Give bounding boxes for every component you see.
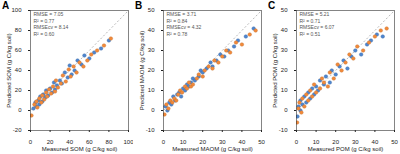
svg-text:Measured POM (g C/kg soil): Measured POM (g C/kg soil) <box>308 146 384 152</box>
svg-text:Measured SOM (g C/kg soil): Measured SOM (g C/kg soil) <box>42 146 118 152</box>
svg-text:100: 100 <box>11 7 22 13</box>
svg-text:60: 60 <box>86 139 93 145</box>
svg-text:40: 40 <box>239 139 246 145</box>
svg-text:10: 10 <box>180 139 187 145</box>
svg-text:60: 60 <box>15 47 22 53</box>
svg-text:R² = 0.84: R² = 0.84 <box>167 18 188 24</box>
svg-text:Predicted MAOM (g C/kg soil): Predicted MAOM (g C/kg soil) <box>139 31 145 110</box>
svg-text:30: 30 <box>148 47 155 53</box>
html-text:A: A <box>2 0 10 11</box>
svg-text:-20: -20 <box>13 127 22 133</box>
svg-text:50: 50 <box>258 139 265 145</box>
svg-text:20: 20 <box>15 87 22 93</box>
svg-text:50: 50 <box>281 7 288 13</box>
svg-text:20: 20 <box>148 67 155 73</box>
svg-text:40: 40 <box>15 67 22 73</box>
svg-text:10: 10 <box>148 87 155 93</box>
svg-text:RMSEcv = 8.14: RMSEcv = 8.14 <box>34 24 69 30</box>
svg-text:0: 0 <box>284 107 288 113</box>
svg-text:40: 40 <box>148 27 155 33</box>
svg-text:0: 0 <box>29 139 33 145</box>
svg-text:0: 0 <box>162 139 166 145</box>
svg-text:Predicted SOM (g C/kg soil): Predicted SOM (g C/kg soil) <box>6 33 12 107</box>
svg-text:80: 80 <box>15 27 22 33</box>
svg-text:RMSEcv = 6.07: RMSEcv = 6.07 <box>300 24 335 30</box>
html-text:B: B <box>135 0 143 11</box>
svg-text:0: 0 <box>18 107 22 113</box>
svg-text:-10: -10 <box>146 127 155 133</box>
svg-text:Predicted POM (g C/kg soil): Predicted POM (g C/kg soil) <box>272 33 278 107</box>
svg-text:10: 10 <box>313 139 320 145</box>
html-text:C: C <box>268 0 276 11</box>
svg-text:20: 20 <box>281 67 288 73</box>
svg-text:80: 80 <box>106 139 113 145</box>
svg-text:20: 20 <box>199 139 206 145</box>
svg-text:RMSE = 5.21: RMSE = 5.21 <box>300 11 330 17</box>
svg-text:10: 10 <box>281 87 288 93</box>
svg-text:0: 0 <box>295 139 299 145</box>
svg-text:0: 0 <box>151 107 155 113</box>
svg-text:40: 40 <box>281 27 288 33</box>
svg-text:R² = 0.60: R² = 0.60 <box>34 31 55 37</box>
svg-text:30: 30 <box>219 139 226 145</box>
svg-text:Measured MAOM (g C/kg soil): Measured MAOM (g C/kg soil) <box>172 146 253 152</box>
svg-text:30: 30 <box>281 47 288 53</box>
svg-text:20: 20 <box>332 139 339 145</box>
svg-text:20: 20 <box>47 139 54 145</box>
svg-text:30: 30 <box>352 139 359 145</box>
svg-text:RMSE = 7.05: RMSE = 7.05 <box>34 11 64 17</box>
svg-text:100: 100 <box>123 139 133 145</box>
svg-text:R² = 0.71: R² = 0.71 <box>300 18 321 24</box>
svg-text:RMSEcv = 4.32: RMSEcv = 4.32 <box>167 24 202 30</box>
svg-text:R² = 0.78: R² = 0.78 <box>167 31 188 37</box>
svg-text:40: 40 <box>372 139 379 145</box>
svg-text:R² = 0.51: R² = 0.51 <box>300 31 321 37</box>
svg-text:RMSE = 3.71: RMSE = 3.71 <box>167 11 197 17</box>
svg-text:50: 50 <box>391 139 398 145</box>
svg-text:50: 50 <box>148 7 155 13</box>
svg-text:-10: -10 <box>279 127 288 133</box>
svg-text:40: 40 <box>66 139 73 145</box>
svg-text:R² = 0.77: R² = 0.77 <box>34 18 55 24</box>
